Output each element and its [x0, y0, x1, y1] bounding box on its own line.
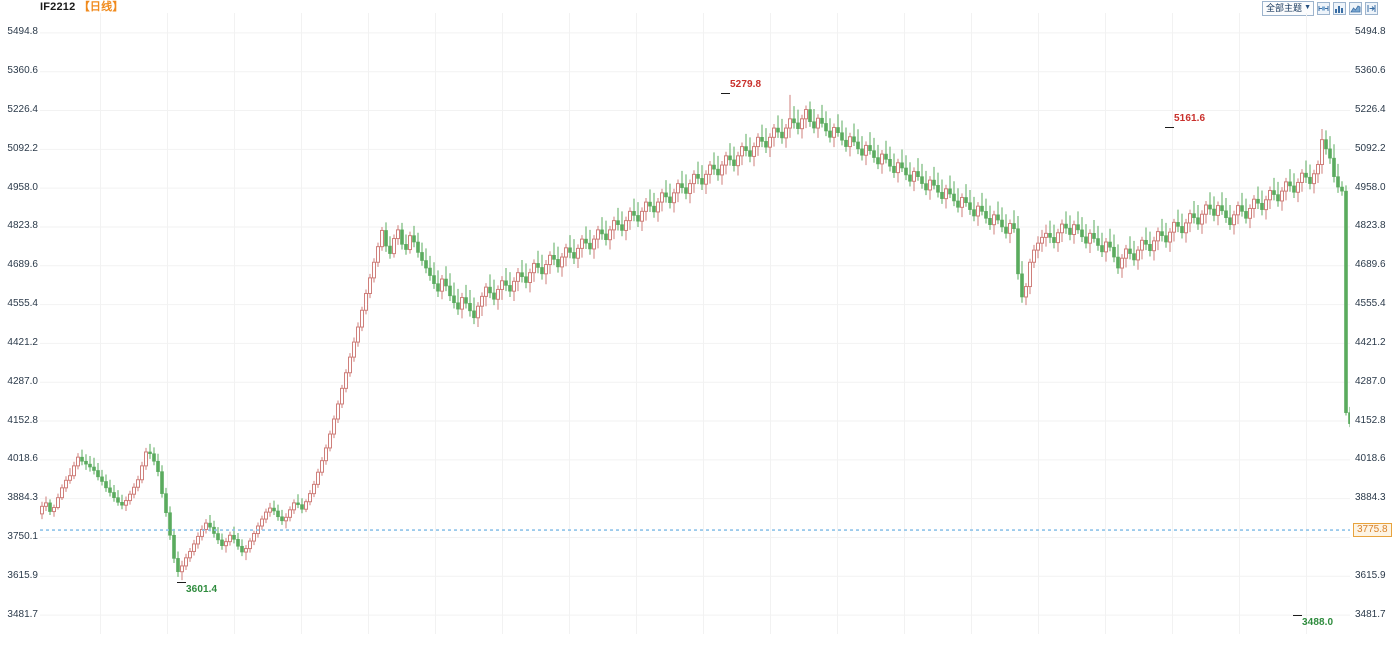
symbol-label: IF2212	[40, 1, 76, 13]
axis-tick-left: 5226.4	[7, 104, 38, 116]
axis-tick-right: 4287.0	[1355, 375, 1386, 387]
axis-tick-left: 4018.6	[7, 453, 38, 465]
low-annotation-2: 3488.0	[1302, 616, 1334, 628]
axis-tick-right: 5494.8	[1355, 26, 1386, 38]
period-label: 【日线】	[78, 1, 124, 13]
axis-tick-right: 3884.3	[1355, 492, 1386, 504]
axis-tick-left: 5360.6	[7, 65, 38, 77]
axis-tick-left: 5494.8	[7, 26, 38, 38]
current-price-tag[interactable]: 3775.8	[1353, 522, 1392, 537]
theme-select-dropdown[interactable]: 全部主题 ▼	[1262, 0, 1314, 16]
axis-tick-left: 4152.8	[7, 414, 38, 426]
axis-tick-left: 4421.2	[7, 336, 38, 348]
axis-tick-right: 4689.6	[1355, 259, 1386, 271]
area-chart-icon[interactable]	[1349, 1, 1362, 15]
chart-toolbar: 全部主题 ▼	[1262, 0, 1378, 16]
axis-tick-left: 3750.1	[7, 530, 38, 542]
axis-tick-left: 3615.9	[7, 569, 38, 581]
axis-tick-right: 3615.9	[1355, 569, 1386, 581]
chevron-down-icon: ▼	[1304, 3, 1311, 11]
theme-select-label: 全部主题	[1266, 2, 1303, 13]
axis-tick-right: 5226.4	[1355, 104, 1386, 116]
axis-tick-right: 4823.8	[1355, 220, 1386, 232]
annotation-marker	[721, 92, 730, 94]
axis-tick-right: 4958.0	[1355, 181, 1386, 193]
annotation-marker	[177, 581, 186, 583]
axis-tick-right: 5092.2	[1355, 142, 1386, 154]
axis-tick-left: 4287.0	[7, 375, 38, 387]
annotation-marker	[1293, 614, 1302, 616]
annotation-marker	[1165, 126, 1174, 128]
page-title: IF2212 【日线】	[40, 1, 124, 14]
axis-tick-left: 4958.0	[7, 181, 38, 193]
axis-tick-left: 4823.8	[7, 220, 38, 232]
axis-tick-right: 4018.6	[1355, 453, 1386, 465]
bar-chart-icon[interactable]	[1333, 1, 1346, 15]
axis-tick-right: 3481.7	[1355, 608, 1386, 620]
axis-tick-right: 4152.8	[1355, 414, 1386, 426]
high-annotation-1: 5279.8	[730, 78, 762, 90]
axis-tick-right: 4555.4	[1355, 298, 1386, 310]
axis-tick-right: 4421.2	[1355, 336, 1386, 348]
fit-width-icon[interactable]	[1317, 1, 1330, 15]
high-annotation-2: 5161.6	[1174, 112, 1206, 124]
axis-tick-left: 3884.3	[7, 492, 38, 504]
axis-tick-right: 5360.6	[1355, 65, 1386, 77]
axis-tick-left: 5092.2	[7, 142, 38, 154]
axis-tick-left: 4689.6	[7, 259, 38, 271]
candlestick-plot[interactable]	[40, 13, 1350, 634]
axis-tick-left: 4555.4	[7, 298, 38, 310]
axis-tick-left: 3481.7	[7, 608, 38, 620]
low-annotation-1: 3601.4	[186, 583, 218, 595]
expand-right-icon[interactable]	[1365, 1, 1378, 15]
